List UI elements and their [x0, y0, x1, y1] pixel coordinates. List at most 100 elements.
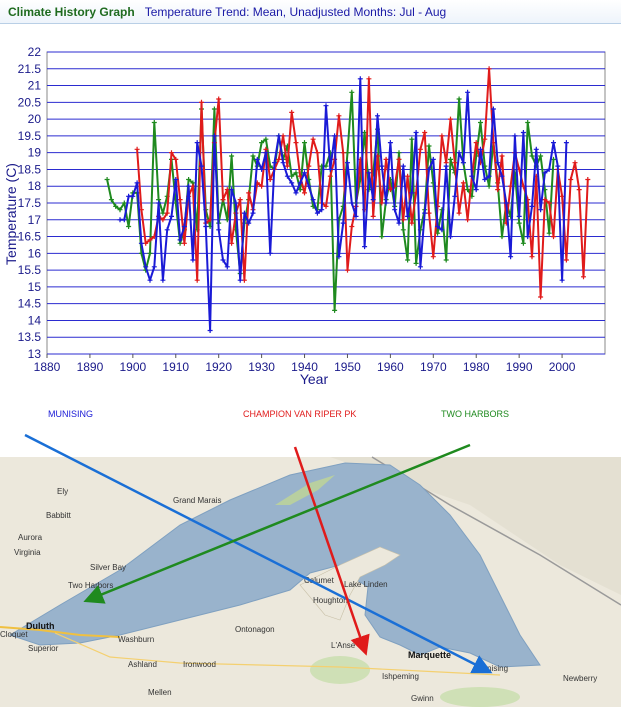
data-point [186, 183, 192, 189]
x-tick-label: 1940 [291, 360, 318, 374]
data-point [529, 203, 535, 209]
y-tick-label: 17 [28, 213, 42, 227]
data-point [190, 183, 196, 189]
y-tick-label: 15 [28, 280, 42, 294]
y-tick-label: 14 [28, 313, 42, 327]
data-point [297, 187, 303, 193]
city-label: Lake Linden [344, 580, 388, 589]
data-point [529, 153, 535, 159]
data-point [310, 136, 316, 142]
data-point [297, 173, 303, 179]
champion-arrow [293, 446, 370, 656]
data-point [482, 136, 488, 142]
data-point [323, 203, 329, 209]
data-point [147, 250, 153, 256]
data-point [392, 207, 398, 213]
y-tick-label: 20.5 [18, 95, 42, 109]
data-point [190, 257, 196, 263]
data-point [520, 130, 526, 135]
city-label: Newberry [563, 674, 597, 683]
data-point [164, 210, 170, 216]
data-point [456, 210, 462, 216]
data-point [465, 89, 471, 95]
data-point [482, 177, 488, 182]
data-point [409, 190, 415, 196]
data-point [456, 96, 462, 102]
data-point [207, 328, 213, 333]
data-point [160, 277, 166, 283]
city-label: Ishpeming [382, 672, 419, 681]
city-label: Aurora [18, 533, 43, 542]
data-point [396, 156, 402, 162]
data-point [314, 150, 320, 156]
data-point [448, 156, 453, 162]
legend-label: TWO HARBORS [441, 409, 509, 419]
data-point [319, 207, 325, 213]
data-point [499, 234, 505, 240]
y-tick-label: 19 [28, 146, 42, 160]
data-point [289, 173, 295, 179]
data-point [276, 133, 282, 139]
data-point [568, 177, 574, 182]
data-point [409, 220, 415, 226]
data-point [160, 217, 166, 223]
data-point [396, 150, 402, 156]
city-label: Calumet [304, 576, 335, 585]
data-point [156, 200, 162, 206]
data-point [426, 166, 432, 172]
data-point [486, 173, 492, 179]
graph-header: Climate History Graph Temperature Trend:… [0, 0, 621, 24]
data-point [499, 153, 505, 159]
data-point [559, 277, 565, 283]
data-point [439, 133, 445, 139]
x-tick-label: 1980 [463, 360, 490, 374]
graph-title: Climate History Graph [8, 4, 135, 19]
data-point [551, 156, 556, 162]
legend-label: MUNISING [48, 409, 93, 419]
city-label: Duluth [26, 621, 55, 631]
data-point [387, 187, 393, 193]
data-point [173, 156, 179, 162]
y-tick-label: 18.5 [18, 162, 42, 176]
data-point [237, 197, 243, 203]
road [0, 626, 121, 638]
data-point [259, 140, 265, 146]
x-tick-label: 1920 [205, 360, 232, 374]
data-point [220, 197, 226, 203]
data-point [538, 294, 544, 300]
data-point [430, 254, 436, 260]
data-point [229, 153, 235, 159]
data-point [426, 143, 432, 149]
data-point [387, 140, 393, 146]
data-point [211, 133, 217, 139]
y-tick-label: 21.5 [18, 62, 42, 76]
two-harbors-arrow [83, 443, 471, 604]
city-label: Gwinn [411, 694, 434, 703]
x-tick-label: 1930 [248, 360, 275, 374]
data-point [435, 224, 441, 229]
data-point [452, 193, 458, 199]
data-point [473, 140, 479, 146]
data-point [448, 234, 453, 240]
data-point [495, 160, 501, 166]
city-label: Babbitt [46, 511, 72, 520]
data-point [417, 264, 423, 270]
data-point [246, 220, 252, 226]
data-point [469, 173, 475, 179]
data-point [314, 210, 320, 216]
data-point [246, 190, 252, 196]
data-point [310, 197, 316, 203]
isle-royale [275, 475, 335, 505]
data-point [186, 177, 192, 182]
data-point [203, 224, 209, 229]
data-point [254, 156, 260, 162]
data-point [439, 227, 445, 233]
data-point [211, 106, 217, 112]
keweenaw-peninsula [299, 546, 401, 621]
city-label: Mellen [148, 688, 172, 697]
x-tick-label: 1990 [506, 360, 533, 374]
data-point [546, 200, 552, 206]
x-tick-label: 2000 [549, 360, 576, 374]
data-point [297, 180, 303, 186]
y-tick-label: 19.5 [18, 129, 42, 143]
